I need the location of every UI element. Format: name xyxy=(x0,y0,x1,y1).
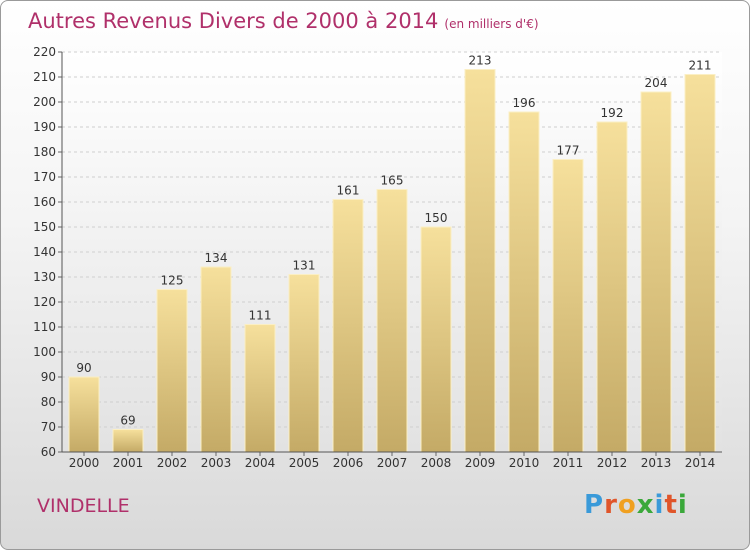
bar xyxy=(552,159,584,453)
bar xyxy=(156,289,188,453)
commune-name: VINDELLE xyxy=(37,495,130,517)
chart-title-text: Autres Revenus Divers de 2000 à 2014 xyxy=(28,9,439,33)
data-label: 125 xyxy=(161,274,184,288)
bar xyxy=(684,74,716,453)
bar xyxy=(332,199,364,453)
bar xyxy=(376,189,408,453)
chart-subtitle: (en milliers d'€) xyxy=(444,17,539,31)
y-tick-label: 120 xyxy=(33,295,56,309)
data-label: 131 xyxy=(293,259,316,273)
data-label: 134 xyxy=(205,251,228,265)
logo-letter: i xyxy=(677,490,688,520)
y-tick-label: 90 xyxy=(41,370,56,384)
x-tick-label: 2001 xyxy=(113,456,144,470)
x-tick-label: 2006 xyxy=(333,456,364,470)
y-tick-label: 130 xyxy=(33,270,56,284)
bar xyxy=(112,429,144,453)
data-label: 165 xyxy=(381,174,404,188)
proxiti-logo: Proxiti xyxy=(584,490,688,520)
y-tick-label: 140 xyxy=(33,245,56,259)
x-tick-label: 2008 xyxy=(421,456,452,470)
bar xyxy=(640,91,672,453)
y-tick-label: 60 xyxy=(41,445,56,459)
x-tick-label: 2012 xyxy=(597,456,628,470)
x-tick-label: 2007 xyxy=(377,456,408,470)
x-tick-label: 2011 xyxy=(553,456,584,470)
y-tick-label: 220 xyxy=(33,45,56,59)
data-label: 90 xyxy=(76,361,91,375)
data-label: 192 xyxy=(601,106,624,120)
y-tick-label: 150 xyxy=(33,220,56,234)
y-tick-label: 110 xyxy=(33,320,56,334)
x-tick-label: 2014 xyxy=(685,456,716,470)
axes xyxy=(58,51,722,456)
bar xyxy=(68,376,100,453)
y-tick-label: 100 xyxy=(33,345,56,359)
data-label: 150 xyxy=(425,211,448,225)
data-label: 69 xyxy=(120,414,135,428)
y-tick-label: 180 xyxy=(33,145,56,159)
logo-letter: t xyxy=(664,490,678,520)
y-tick-label: 160 xyxy=(33,195,56,209)
labels: 60 70 80 90 100 110 120 130 140 150 160 170 180 190 20… xyxy=(33,45,715,470)
data-label: 111 xyxy=(249,309,272,323)
logo-letter: o xyxy=(617,490,637,520)
y-tick-label: 80 xyxy=(41,395,56,409)
x-tick-label: 2005 xyxy=(289,456,320,470)
bar xyxy=(464,69,496,453)
data-label: 213 xyxy=(469,54,492,68)
x-tick-label: 2010 xyxy=(509,456,540,470)
data-label: 204 xyxy=(645,76,668,90)
data-label: 196 xyxy=(513,96,536,110)
bars xyxy=(68,69,716,453)
bar xyxy=(508,111,540,453)
x-tick-label: 2013 xyxy=(641,456,672,470)
y-tick-label: 70 xyxy=(41,420,56,434)
bar xyxy=(200,266,232,453)
y-tick-label: 190 xyxy=(33,120,56,134)
chart-title: Autres Revenus Divers de 2000 à 2014 (en … xyxy=(28,9,539,33)
logo-letter: r xyxy=(604,490,618,520)
bar xyxy=(596,121,628,453)
x-tick-label: 2009 xyxy=(465,456,496,470)
bar xyxy=(244,324,276,453)
data-label: 161 xyxy=(337,184,360,198)
x-tick-label: 2003 xyxy=(201,456,232,470)
bar xyxy=(420,226,452,453)
y-tick-label: 210 xyxy=(33,70,56,84)
y-tick-label: 200 xyxy=(33,95,56,109)
logo-letter: P xyxy=(584,490,605,520)
x-tick-label: 2000 xyxy=(69,456,100,470)
y-tick-label: 170 xyxy=(33,170,56,184)
data-label: 211 xyxy=(689,59,712,73)
bar xyxy=(288,274,320,453)
x-tick-label: 2002 xyxy=(157,456,188,470)
x-tick-label: 2004 xyxy=(245,456,276,470)
logo-letter: x xyxy=(636,490,655,520)
data-label: 177 xyxy=(557,144,580,158)
logo-letter: i xyxy=(654,490,665,520)
